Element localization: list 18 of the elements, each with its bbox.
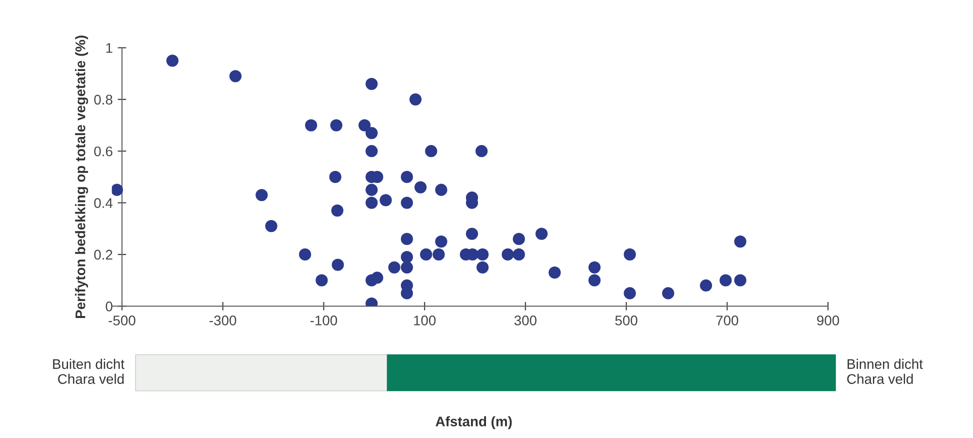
y-tick-label: 0.8 (94, 94, 112, 105)
x-tick-label: -300 (210, 316, 236, 326)
x-tick-label: -500 (108, 316, 136, 326)
x-tick-label: -100 (310, 316, 338, 326)
x-tick-label: 900 (817, 316, 840, 326)
y-axis-title: Perifyton bedekking op totale vegetatie (%) (75, 36, 88, 318)
y-tick-label: 0.6 (94, 146, 112, 156)
y-tick-label: 0.4 (94, 198, 113, 208)
y-tick-label: 0.2 (94, 250, 112, 260)
text: Binnen dicht Chara veld (847, 358, 923, 384)
text: Buiten dicht Chara veld (53, 358, 124, 384)
x-tick-label: 500 (615, 316, 638, 326)
text: Afstand (m) (436, 416, 512, 430)
x-tick-label: 100 (414, 316, 436, 326)
y-tick-label: 1 (106, 43, 112, 53)
x-tick-label: 300 (514, 316, 536, 326)
x-tick-label: 700 (716, 316, 738, 326)
y-tick-label: 0 (106, 301, 112, 312)
